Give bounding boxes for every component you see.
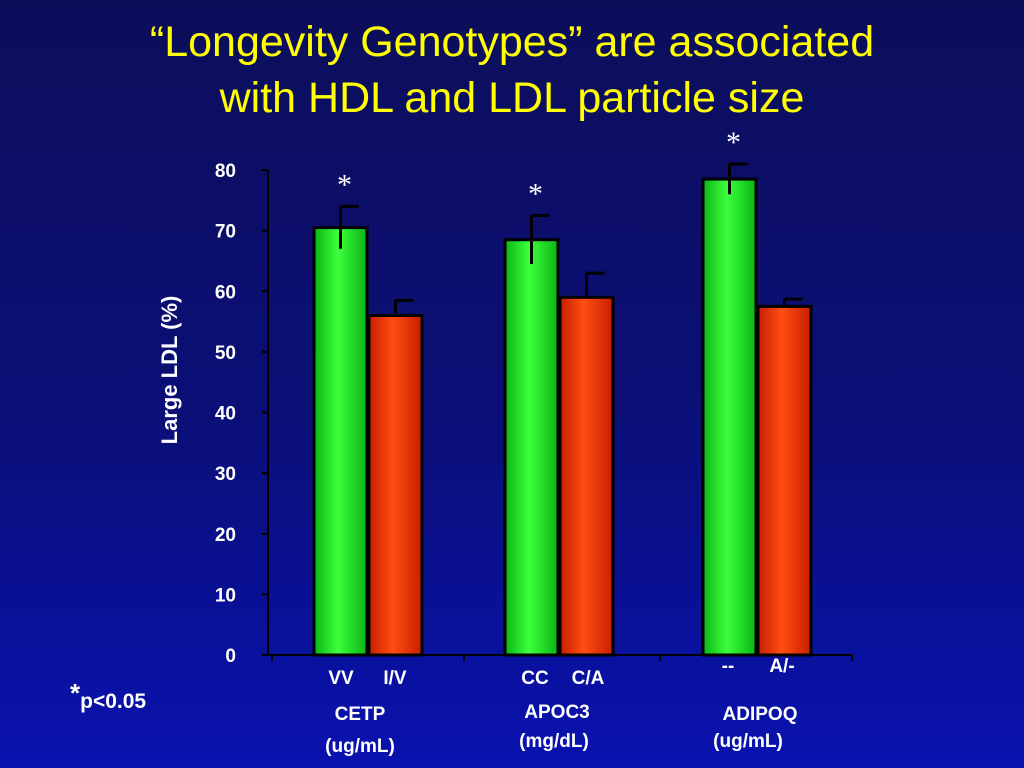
title-line-2: with HDL and LDL particle size <box>219 74 805 122</box>
bar-adipoq-first <box>701 177 758 657</box>
bar-adipoq-second <box>756 304 813 657</box>
bar-apoc3-second <box>558 295 615 657</box>
footnote-star: * <box>70 678 81 708</box>
footnote-text: p<0.05 <box>80 690 147 713</box>
bar-cetp-second <box>367 314 424 657</box>
y-tick-label: 10 <box>215 585 236 606</box>
y-tick-label: 20 <box>215 525 236 546</box>
bar-apoc3-first <box>503 238 560 657</box>
group-name-apoc3: APOC3 <box>524 702 589 723</box>
bar-cetp-first <box>312 226 369 657</box>
significance-star: * <box>337 168 352 201</box>
group-name-adipoq: ADIPOQ <box>723 704 798 725</box>
significance-footnote: *p<0.05 <box>70 678 146 714</box>
title-line-1: “Longevity Genotypes” are associated <box>149 18 875 66</box>
y-tick-label: 30 <box>215 464 236 485</box>
category-label: A/- <box>769 656 794 677</box>
y-tick-label: 50 <box>215 343 236 364</box>
category-label: -- <box>722 656 735 677</box>
group-unit-cetp: (ug/mL) <box>325 736 395 757</box>
group-unit-adipoq: (ug/mL) <box>713 731 783 752</box>
y-tick-label: 0 <box>225 646 236 667</box>
page-title: “Longevity Genotypes” are associated wit… <box>0 14 1024 126</box>
y-tick-label: 70 <box>215 222 236 243</box>
significance-star: * <box>528 177 543 210</box>
significance-star: * <box>726 126 741 159</box>
y-tick-label: 40 <box>215 404 236 425</box>
y-tick-label: 80 <box>215 161 236 182</box>
y-tick-label: 60 <box>215 282 236 303</box>
category-label: C/A <box>572 668 605 689</box>
group-unit-apoc3: (mg/dL) <box>519 731 589 752</box>
category-label: CC <box>521 668 549 689</box>
group-name-cetp: CETP <box>335 704 386 725</box>
y-axis-label: Large LDL (%) <box>157 296 182 445</box>
category-label: VV <box>328 668 354 689</box>
category-label: I/V <box>383 668 407 689</box>
